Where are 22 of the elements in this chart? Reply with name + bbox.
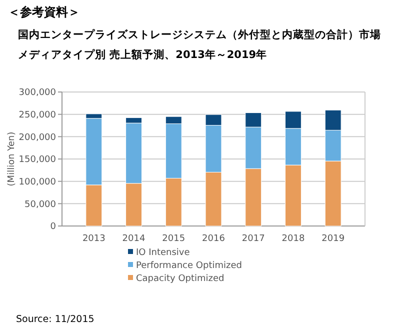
legend-label: Capacity Optimized: [136, 274, 224, 284]
x-tick-label: 2013: [82, 234, 106, 244]
y-tick-label: 100,000: [18, 177, 56, 188]
y-tick-label: 300,000: [18, 88, 56, 98]
y-tick-label: 250,000: [18, 110, 56, 120]
legend-label: IO Intensive: [136, 248, 190, 258]
chart-subtitle: メディアタイプ別 売上額予測、2013年～2019年: [18, 48, 268, 61]
x-tick-label: 2019: [322, 234, 345, 244]
chart-title: 国内エンタープライズストレージシステム（外付型と内蔵型の合計）市場: [18, 28, 381, 41]
y-tick-label: 150,000: [18, 155, 56, 166]
text: ＜参考資料＞: [8, 5, 80, 19]
y-tick-label: 50,000: [24, 200, 56, 210]
y-axis-title: (Million Yen): [7, 132, 17, 186]
x-tick-label: 2014: [122, 234, 146, 244]
source-note: Source: 11/2015: [16, 314, 94, 325]
legend-label: Performance Optimized: [136, 261, 242, 272]
x-tick-label: 2016: [202, 234, 226, 244]
y-tick-label: 0: [50, 222, 56, 232]
x-tick-label: 2015: [162, 234, 186, 244]
y-tick-label: 200,000: [18, 132, 56, 143]
x-tick-label: 2017: [242, 234, 265, 244]
x-tick-label: 2018: [282, 234, 305, 244]
